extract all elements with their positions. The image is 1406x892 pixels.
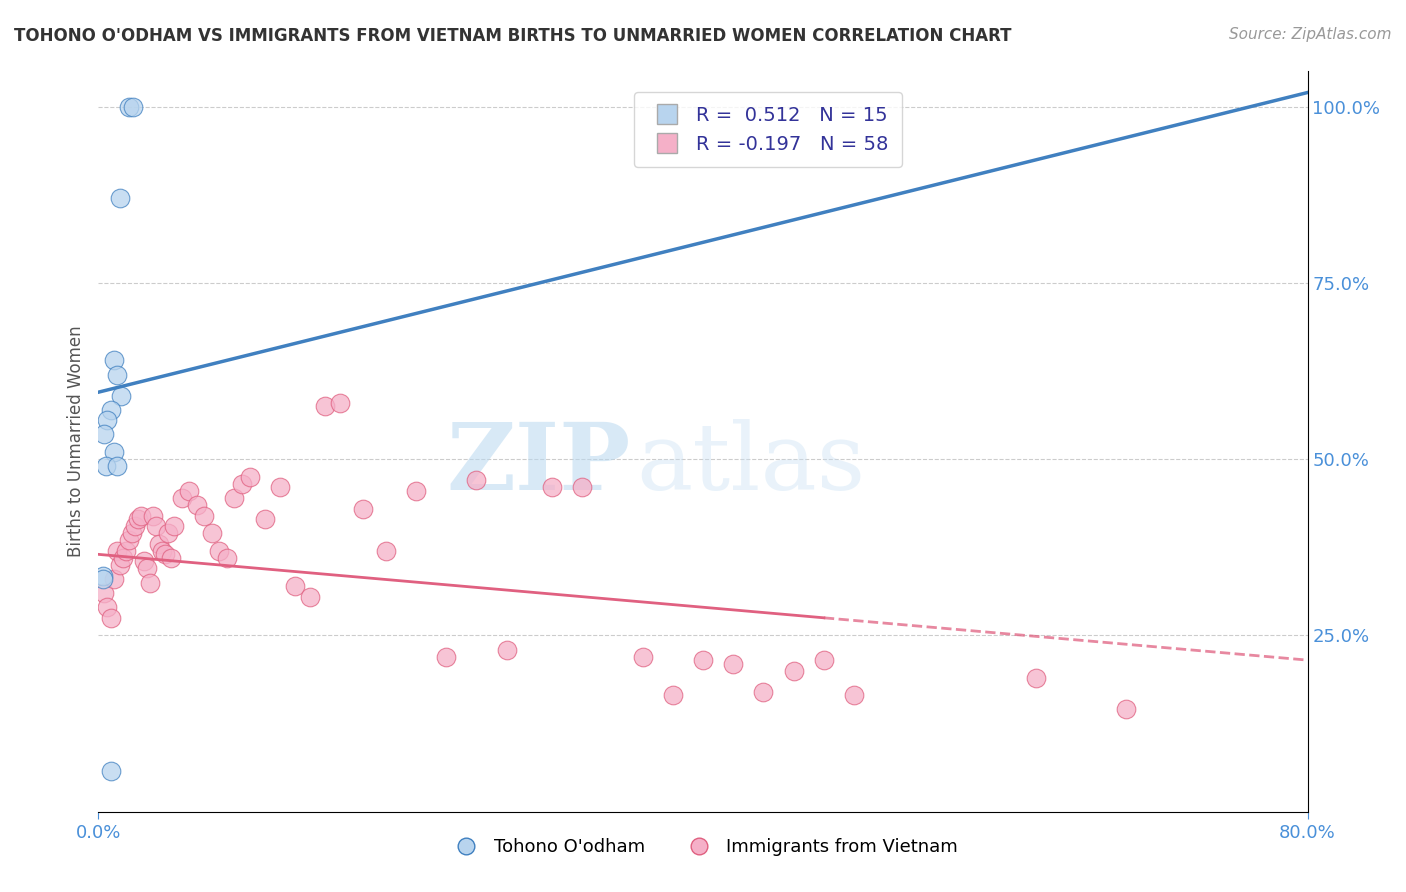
Y-axis label: Births to Unmarried Women: Births to Unmarried Women: [66, 326, 84, 558]
Text: TOHONO O'ODHAM VS IMMIGRANTS FROM VIETNAM BIRTHS TO UNMARRIED WOMEN CORRELATION : TOHONO O'ODHAM VS IMMIGRANTS FROM VIETNA…: [14, 27, 1011, 45]
Point: [127, 512, 149, 526]
Point: [96, 413, 118, 427]
Point: [661, 689, 683, 703]
Point: [121, 526, 143, 541]
Point: [495, 642, 517, 657]
Point: [465, 473, 488, 487]
Legend: Tohono O'odham, Immigrants from Vietnam: Tohono O'odham, Immigrants from Vietnam: [439, 829, 967, 865]
Point: [160, 550, 183, 565]
Point: [105, 368, 128, 382]
Point: [239, 470, 262, 484]
Point: [118, 533, 141, 548]
Point: [100, 611, 122, 625]
Point: [108, 191, 131, 205]
Point: [96, 600, 118, 615]
Point: [783, 664, 806, 678]
Point: [105, 544, 128, 558]
Point: [299, 590, 322, 604]
Point: [329, 396, 352, 410]
Point: [434, 649, 457, 664]
Point: [186, 498, 208, 512]
Point: [723, 657, 745, 671]
Point: [129, 508, 152, 523]
Point: [352, 501, 374, 516]
Point: [201, 526, 224, 541]
Point: [150, 544, 173, 558]
Point: [179, 483, 201, 498]
Point: [122, 100, 145, 114]
Point: [145, 519, 167, 533]
Point: [163, 519, 186, 533]
Point: [269, 480, 291, 494]
Point: [253, 512, 276, 526]
Point: [1115, 702, 1137, 716]
Point: [314, 399, 336, 413]
Point: [193, 508, 215, 523]
Text: ZIP: ZIP: [446, 418, 630, 508]
Text: atlas: atlas: [637, 418, 866, 508]
Point: [170, 491, 193, 505]
Point: [156, 526, 179, 541]
Point: [752, 685, 775, 699]
Point: [111, 550, 134, 565]
Point: [108, 558, 131, 572]
Point: [103, 353, 125, 368]
Text: Source: ZipAtlas.com: Source: ZipAtlas.com: [1229, 27, 1392, 42]
Point: [91, 572, 114, 586]
Point: [153, 547, 176, 561]
Point: [284, 579, 307, 593]
Point: [105, 459, 128, 474]
Point: [208, 544, 231, 558]
Point: [374, 544, 396, 558]
Point: [692, 653, 714, 667]
Point: [631, 649, 654, 664]
Point: [148, 537, 170, 551]
Point: [571, 480, 593, 494]
Point: [103, 572, 125, 586]
Point: [844, 689, 866, 703]
Point: [813, 653, 835, 667]
Point: [231, 476, 253, 491]
Legend: R =  0.512   N = 15, R = -0.197   N = 58: R = 0.512 N = 15, R = -0.197 N = 58: [634, 92, 903, 167]
Point: [93, 427, 115, 442]
Point: [100, 764, 122, 778]
Point: [118, 100, 141, 114]
Point: [124, 519, 146, 533]
Point: [94, 459, 117, 474]
Point: [135, 561, 157, 575]
Point: [215, 550, 238, 565]
Point: [1024, 671, 1046, 685]
Point: [224, 491, 246, 505]
Point: [100, 402, 122, 417]
Point: [114, 544, 136, 558]
Point: [93, 586, 115, 600]
Point: [91, 568, 114, 582]
Point: [132, 554, 155, 568]
Point: [142, 508, 165, 523]
Point: [110, 389, 132, 403]
Point: [103, 445, 125, 459]
Point: [405, 483, 427, 498]
Point: [540, 480, 562, 494]
Point: [139, 575, 162, 590]
